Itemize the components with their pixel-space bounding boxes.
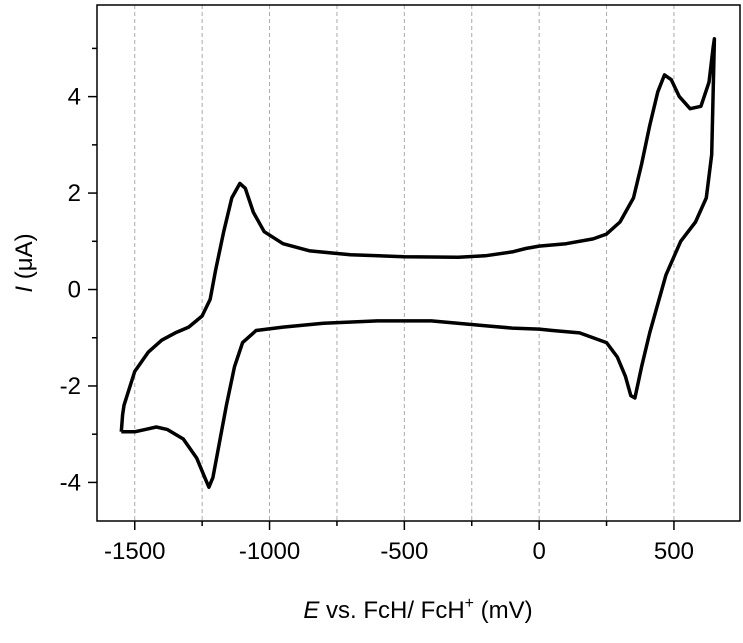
x-tick-label: 0 <box>532 538 545 565</box>
x-label-var: E <box>303 597 320 624</box>
y-axis-label: I (μA) <box>11 233 38 292</box>
x-axis-label: E vs. FcH/ FcH+ (mV) <box>303 595 532 624</box>
y-tick-label: 4 <box>68 84 81 111</box>
x-tick-label: 500 <box>654 538 694 565</box>
x-tick-label: -1000 <box>239 538 300 565</box>
x-tick-label: -1500 <box>104 538 165 565</box>
y-label-unit: (μA) <box>11 233 38 286</box>
y-tick-label: -2 <box>60 373 81 400</box>
cv-curve <box>119 37 717 489</box>
y-tick-label: 0 <box>68 277 81 304</box>
y-tick-label: 2 <box>68 180 81 207</box>
y-tick-label: -4 <box>60 469 81 496</box>
x-label-unit: (mV) <box>474 597 533 624</box>
y-label-var: I <box>11 286 38 293</box>
x-label-sup: + <box>465 595 474 612</box>
x-label-text: vs. FcH/ FcH <box>319 597 464 624</box>
x-tick-label: -500 <box>380 538 428 565</box>
plot-frame <box>96 4 741 522</box>
